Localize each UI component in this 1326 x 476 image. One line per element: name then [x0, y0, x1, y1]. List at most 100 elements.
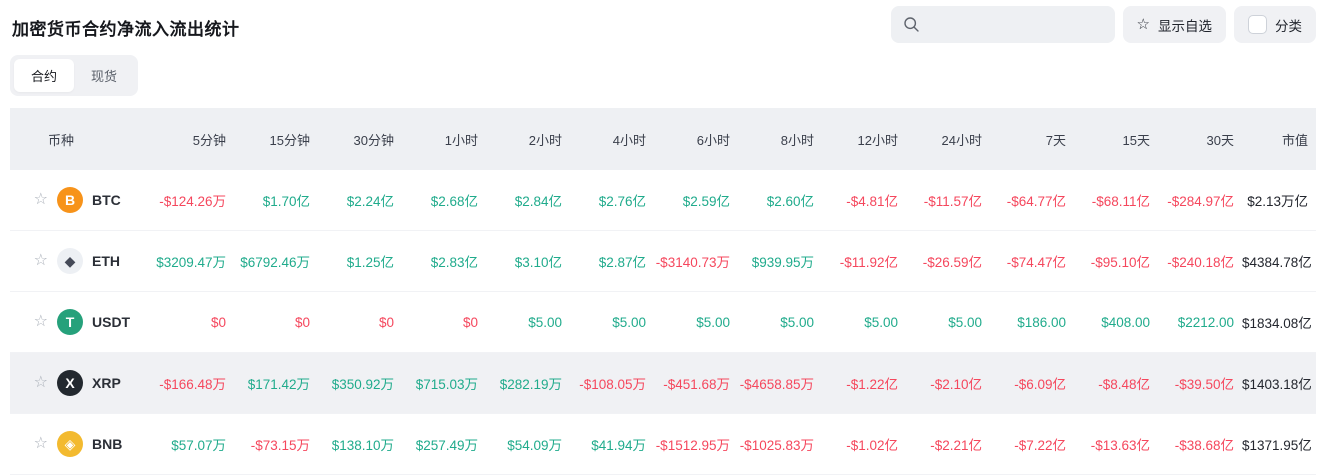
table-row[interactable]: ☆ T USDT $0 $0 $0 $0 $5.00 $5.00 $5.00 $5.00 $5.00 $… [10, 291, 1316, 353]
column-header: 24小时 [906, 108, 990, 170]
column-header: 币种 [10, 108, 150, 170]
top-bar: 加密货币合约净流入流出统计 ☆ 显示自选 分类 [0, 0, 1326, 43]
page-title: 加密货币合约净流入流出统计 [12, 20, 240, 39]
bnb-coin-icon: ◈ [57, 431, 83, 457]
table-row[interactable]: ☆ B BTC -$124.26万 $1.70亿 $2.24亿 $2.68亿 $2.84亿 $2… [10, 170, 1316, 231]
tab-group: 合约 现货 [10, 55, 139, 96]
flow-value-cell: -$1025.83万 [738, 413, 822, 475]
flow-value-cell: $939.95万 [738, 230, 822, 292]
flow-value-cell: -$2.21亿 [906, 413, 990, 475]
xrp-coin-icon: X [57, 370, 83, 396]
flow-value-cell: $54.09万 [486, 413, 570, 475]
show-favorites-label: 显示自选 [1158, 18, 1212, 34]
flow-value-cell: -$64.77亿 [990, 170, 1074, 231]
column-header: 15分钟 [234, 108, 318, 170]
column-header: 1小时 [402, 108, 486, 170]
column-header: 12小时 [822, 108, 906, 170]
flow-value-cell: $1.25亿 [318, 230, 402, 292]
flow-value-cell: $2.24亿 [318, 170, 402, 231]
column-header: 4小时 [570, 108, 654, 170]
flow-value-cell: -$8.48亿 [1074, 352, 1158, 414]
flow-value-cell: -$166.48万 [150, 352, 234, 414]
btc-coin-icon: B [57, 187, 83, 213]
column-header: 15天 [1074, 108, 1158, 170]
flow-value-cell: $5.00 [570, 291, 654, 353]
favorite-star-icon[interactable]: ☆ [33, 191, 48, 208]
flow-value-cell: -$284.97亿 [1158, 170, 1242, 231]
flow-value-cell: -$1.22亿 [822, 352, 906, 414]
coin-cell: ☆ X XRP [10, 352, 150, 414]
flow-value-cell: -$39.50亿 [1158, 352, 1242, 414]
flow-value-cell: -$451.68万 [654, 352, 738, 414]
favorite-star-icon[interactable]: ☆ [33, 313, 48, 330]
flow-value-cell: -$1512.95万 [654, 413, 738, 475]
category-checkbox[interactable] [1248, 15, 1267, 34]
flow-value-cell: -$38.68亿 [1158, 413, 1242, 475]
market-cap-cell: $1371.95亿 [1242, 413, 1316, 475]
flow-value-cell: $138.10万 [318, 413, 402, 475]
flow-value-cell: $5.00 [654, 291, 738, 353]
flow-value-cell: -$6.09亿 [990, 352, 1074, 414]
flow-value-cell: $2.68亿 [402, 170, 486, 231]
search-input[interactable] [927, 17, 1104, 32]
flow-value-cell: $1.70亿 [234, 170, 318, 231]
coin-symbol: XRP [92, 375, 121, 391]
column-header: 6小时 [654, 108, 738, 170]
market-cap-cell: $1403.18亿 [1242, 352, 1316, 414]
flow-value-cell: $2212.00 [1158, 291, 1242, 353]
column-header: 30分钟 [318, 108, 402, 170]
flows-table: 币种 5分钟 15分钟 30分钟 1小时 2小时 4小时 6小时 8小时 12小时 24小时 7天 15… [10, 108, 1316, 475]
coin-symbol: BTC [92, 192, 121, 208]
column-header: 7天 [990, 108, 1074, 170]
flow-value-cell: -$95.10亿 [1074, 230, 1158, 292]
tab-spot[interactable]: 现货 [91, 69, 118, 84]
coin-cell: ☆ B BTC [10, 170, 150, 231]
flow-value-cell: $2.60亿 [738, 170, 822, 231]
table-row[interactable]: ☆ ◆ ETH $3209.47万 $6792.46万 $1.25亿 $2.83亿 $3.10… [10, 230, 1316, 292]
star-icon: ☆ [1136, 16, 1150, 33]
flow-value-cell: $186.00 [990, 291, 1074, 353]
flow-value-cell: -$11.92亿 [822, 230, 906, 292]
flow-value-cell: -$4658.85万 [738, 352, 822, 414]
flow-value-cell: $282.19万 [486, 352, 570, 414]
flow-value-cell: $6792.46万 [234, 230, 318, 292]
flow-value-cell: $3209.47万 [150, 230, 234, 292]
flow-value-cell: $5.00 [906, 291, 990, 353]
coin-symbol: ETH [92, 253, 120, 269]
market-cap-cell: $4384.78亿 [1242, 230, 1316, 292]
flow-value-cell: $57.07万 [150, 413, 234, 475]
coin-symbol: USDT [92, 314, 131, 330]
table-header-row: 币种 5分钟 15分钟 30分钟 1小时 2小时 4小时 6小时 8小时 12小时 24小时 7天 15… [10, 108, 1316, 170]
search-icon [903, 16, 920, 33]
flow-value-cell: $715.03万 [402, 352, 486, 414]
flow-value-cell: -$108.05万 [570, 352, 654, 414]
column-header: 30天 [1158, 108, 1242, 170]
market-cap-cell: $1834.08亿 [1242, 291, 1316, 353]
flow-value-cell: $41.94万 [570, 413, 654, 475]
coin-cell: ☆ ◆ ETH [10, 230, 150, 292]
flow-value-cell: -$73.15万 [234, 413, 318, 475]
flow-value-cell: $2.83亿 [402, 230, 486, 292]
eth-coin-icon: ◆ [57, 248, 83, 274]
usdt-coin-icon: T [57, 309, 83, 335]
flow-value-cell: $5.00 [486, 291, 570, 353]
category-button[interactable]: 分类 [1234, 6, 1316, 43]
market-cap-cell: $2.13万亿 [1242, 170, 1316, 231]
favorite-star-icon[interactable]: ☆ [33, 374, 48, 391]
coin-symbol: BNB [92, 436, 123, 452]
favorite-star-icon[interactable]: ☆ [33, 435, 48, 452]
flow-value-cell: -$7.22亿 [990, 413, 1074, 475]
flow-value-cell: $3.10亿 [486, 230, 570, 292]
flow-value-cell: -$68.11亿 [1074, 170, 1158, 231]
flow-value-cell: -$11.57亿 [906, 170, 990, 231]
search-box[interactable] [890, 6, 1115, 43]
column-header: 8小时 [738, 108, 822, 170]
column-header: 市值 [1242, 108, 1316, 170]
table-row[interactable]: ☆ X XRP -$166.48万 $171.42万 $350.92万 $715.03万 $2… [10, 352, 1316, 414]
tab-contracts[interactable]: 合约 [14, 59, 75, 92]
show-favorites-button[interactable]: ☆ 显示自选 [1122, 6, 1226, 43]
flow-value-cell: $171.42万 [234, 352, 318, 414]
favorite-star-icon[interactable]: ☆ [33, 252, 48, 269]
table-row[interactable]: ☆ ◈ BNB $57.07万 -$73.15万 $138.10万 $257.49万 $54.… [10, 413, 1316, 475]
column-header: 5分钟 [150, 108, 234, 170]
